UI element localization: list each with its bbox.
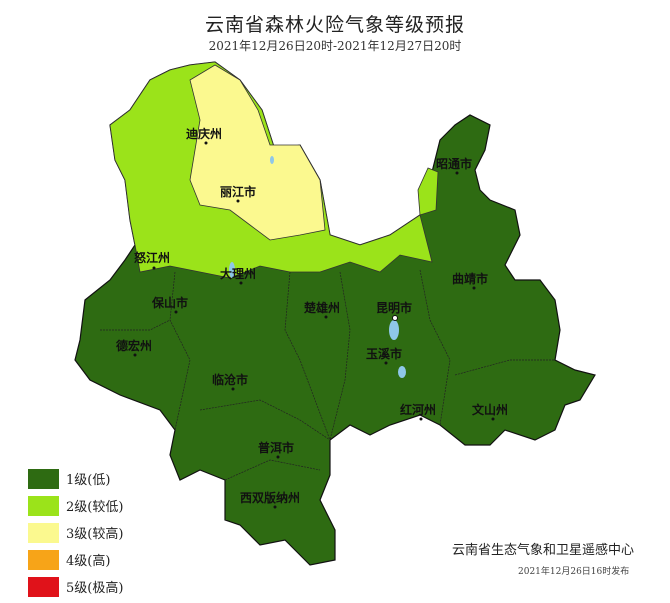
legend-swatch xyxy=(28,468,59,489)
legend-label: 2级(较低) xyxy=(66,500,124,515)
legend-item-level4: 4级(高) xyxy=(28,549,123,570)
label-lincang: 临沧市 xyxy=(212,372,248,387)
label-nujiang: 怒江州 xyxy=(134,250,170,265)
level3-area xyxy=(189,64,326,241)
legend-item-level1: 1级(低) xyxy=(28,468,123,489)
legend-label: 5级(极高) xyxy=(66,581,124,596)
label-honghe: 红河州 xyxy=(400,402,436,417)
issued-time: 2021年12月26日16时发布 xyxy=(518,567,630,577)
label-yuxi: 玉溪市 xyxy=(366,346,402,361)
legend-label: 1级(低) xyxy=(66,473,111,488)
label-kunming: 昆明市 xyxy=(376,300,412,315)
legend-item-level5: 5级(极高) xyxy=(28,576,123,597)
legend: 1级(低) 2级(较低) 3级(较高) 4级(高) 5级(极高) xyxy=(28,468,123,603)
city-markers xyxy=(133,141,495,509)
legend-swatch xyxy=(28,495,59,516)
label-dali: 大理州 xyxy=(220,266,256,281)
legend-label: 3级(较高) xyxy=(66,527,124,542)
label-baoshan: 保山市 xyxy=(151,295,188,310)
label-zhaotong: 昭通市 xyxy=(436,156,472,171)
legend-item-level3: 3级(较高) xyxy=(28,522,123,543)
label-dehong: 德宏州 xyxy=(116,338,152,353)
level2-area-zhaotong xyxy=(417,167,439,216)
legend-item-level2: 2级(较低) xyxy=(28,495,123,516)
issuing-organization: 云南省生态气象和卫星遥感中心 xyxy=(452,543,635,558)
label-qujing: 曲靖市 xyxy=(452,271,488,286)
forecast-period: 2021年12月26日20时-2021年12月27日20时 xyxy=(208,39,462,53)
region-labels: 迪庆州 丽江市 怒江州 大理州 昭通市 曲靖市 保山市 楚雄州 昆明市 德宏州 … xyxy=(116,126,508,505)
lakes xyxy=(229,156,406,378)
legend-label: 4级(高) xyxy=(66,554,111,569)
legend-swatch xyxy=(28,549,59,570)
label-wenshan: 文山州 xyxy=(472,402,508,417)
label-chuxiong: 楚雄州 xyxy=(303,300,340,315)
label-puer: 普洱市 xyxy=(258,440,294,455)
label-lijiang: 丽江市 xyxy=(220,184,256,199)
legend-swatch xyxy=(28,576,59,597)
map-title: 云南省森林火险气象等级预报 xyxy=(204,14,465,36)
label-xishuangbanna: 西双版纳州 xyxy=(240,490,300,505)
label-diqing: 迪庆州 xyxy=(186,126,222,141)
prefecture-borders xyxy=(100,269,555,481)
legend-swatch xyxy=(28,522,59,543)
